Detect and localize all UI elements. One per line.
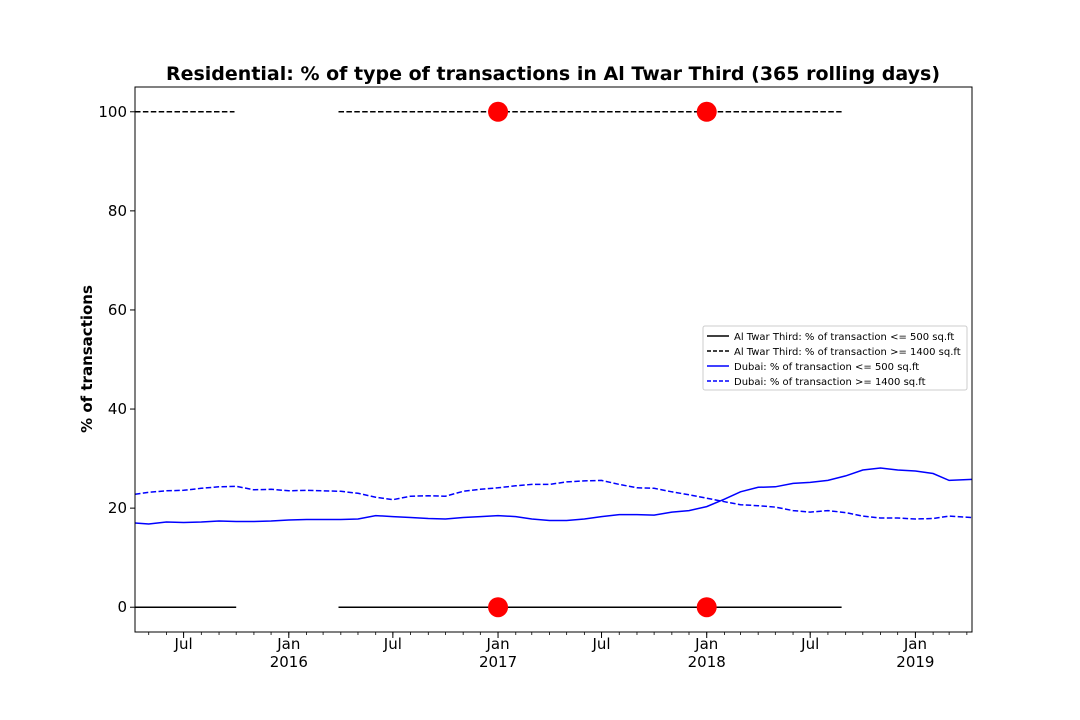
y-tick-label: 40 bbox=[108, 400, 127, 418]
x-tick-label: Jan bbox=[276, 635, 300, 653]
legend-entry-label: Al Twar Third: % of transaction >= 1400 … bbox=[734, 347, 961, 358]
red-marker-point-2 bbox=[696, 101, 717, 122]
legend-box bbox=[702, 325, 968, 391]
y-tick-label: 100 bbox=[98, 103, 127, 121]
x-tick-year-label: 2017 bbox=[479, 653, 517, 671]
y-tick-label: 20 bbox=[108, 499, 127, 517]
y-axis-label: % of transactions bbox=[78, 285, 96, 433]
red-marker-point-1 bbox=[488, 101, 509, 122]
chart-title: Residential: % of type of transactions i… bbox=[166, 63, 940, 85]
x-tick-year-label: 2016 bbox=[270, 653, 308, 671]
plot-area-frame bbox=[134, 86, 973, 633]
x-tick-label: Jan bbox=[903, 635, 927, 653]
red-marker-point-4 bbox=[696, 597, 717, 618]
y-tick-label: 80 bbox=[108, 202, 127, 220]
x-tick-label: Jan bbox=[694, 635, 718, 653]
series-line-4-segment-1 bbox=[135, 479, 972, 520]
legend-entry-label: Dubai: % of transaction >= 1400 sq.ft bbox=[734, 377, 926, 388]
series-line-3-segment-1 bbox=[135, 467, 972, 525]
legend-entry-label: Al Twar Third: % of transaction <= 500 s… bbox=[734, 332, 954, 343]
x-tick-label: Jul bbox=[174, 635, 193, 653]
legend-entry-label: Dubai: % of transaction <= 500 sq.ft bbox=[734, 362, 919, 373]
x-tick-year-label: 2018 bbox=[688, 653, 726, 671]
x-tick-label: Jul bbox=[591, 635, 610, 653]
x-tick-label: Jan bbox=[485, 635, 509, 653]
x-tick-label: Jul bbox=[800, 635, 819, 653]
y-tick-label: 60 bbox=[108, 301, 127, 319]
x-tick-label: Jul bbox=[383, 635, 402, 653]
x-tick-year-label: 2019 bbox=[896, 653, 934, 671]
legend: Al Twar Third: % of transaction <= 500 s… bbox=[702, 325, 968, 391]
y-tick-label: 0 bbox=[117, 598, 127, 616]
red-marker-point-3 bbox=[488, 597, 509, 618]
